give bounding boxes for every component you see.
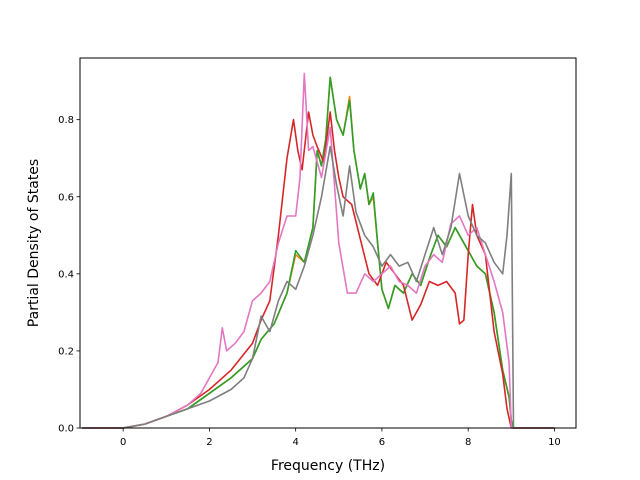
- y-tick-label: 0.8: [58, 115, 74, 126]
- plot-lines: [82, 72, 555, 429]
- x-tick-label: 6: [379, 437, 385, 448]
- x-tick-label: 8: [465, 437, 471, 448]
- x-axis-label: Frequency (THz): [271, 458, 385, 474]
- x-tick-label: 4: [292, 437, 298, 448]
- y-axis: 0.0 0.2 0.4 0.6 0.8: [58, 115, 80, 435]
- y-tick-label: 0.0: [58, 424, 74, 435]
- x-tick-label: 0: [120, 437, 126, 448]
- y-tick-label: 0.4: [58, 269, 74, 280]
- y-tick-label: 0.6: [58, 192, 74, 203]
- series-line-2: [82, 76, 555, 429]
- y-tick-label: 0.2: [58, 346, 74, 357]
- x-tick-label: 2: [206, 437, 212, 448]
- series-line-5: [82, 145, 555, 429]
- x-axis: 0 2 4 6 8 10: [120, 428, 561, 448]
- series-line-4: [82, 72, 555, 429]
- x-tick-label: 10: [548, 437, 561, 448]
- plot-frame: [79, 57, 577, 429]
- y-axis-label: Partial Density of States: [26, 159, 42, 327]
